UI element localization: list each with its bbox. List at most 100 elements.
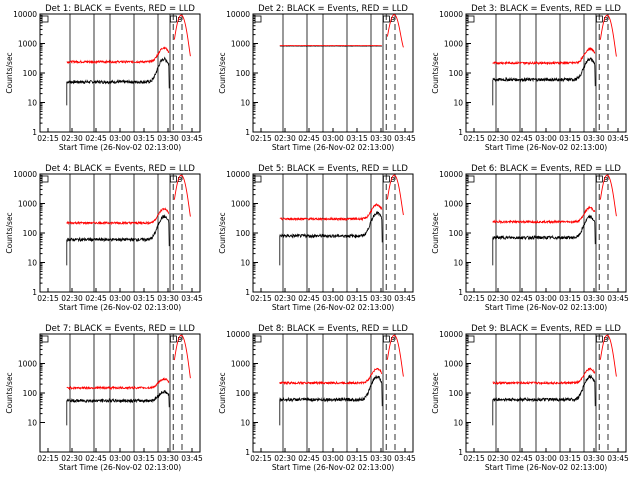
y-tick-label: 100 <box>23 389 38 398</box>
panel-det-8: Det 8: BLACK = Events, RED = LLD11010010… <box>218 324 416 472</box>
y-axis-label: Counts/sec <box>431 372 440 413</box>
x-tick-label: 02:30 <box>274 134 296 143</box>
panel-det-6: Det 6: BLACK = Events, RED = LLD11010010… <box>431 164 629 312</box>
panel-title: Det 7: BLACK = Events, RED = LLD <box>45 324 195 334</box>
panel-title: Det 9: BLACK = Events, RED = LLD <box>471 324 621 334</box>
y-tick-label: 10000 <box>439 10 463 19</box>
x-tick-label: 03:00 <box>322 134 344 143</box>
y-tick-label: 10 <box>240 259 250 268</box>
panel-title: Det 4: BLACK = Events, RED = LLD <box>45 164 195 174</box>
x-axis-label: Start Time (26-Nov-02 02:13:00) <box>59 463 181 472</box>
y-tick-label: 100 <box>236 69 251 78</box>
series-line-lld <box>280 368 382 384</box>
x-tick-label: 02:45 <box>511 454 533 463</box>
x-tick-label: 02:15 <box>37 134 59 143</box>
corner-box-marker <box>468 336 474 342</box>
panel-title: Det 8: BLACK = Events, RED = LLD <box>258 324 408 334</box>
x-tick-label: 03:30 <box>370 294 392 303</box>
y-tick-label: 10 <box>453 259 463 268</box>
y-tick-label: 10 <box>453 419 463 428</box>
y-tick-label: 10000 <box>226 10 250 19</box>
y-axis-label: Counts/sec <box>218 52 227 93</box>
x-axis-label: Start Time (26-Nov-02 02:13:00) <box>272 143 394 152</box>
series-line-events <box>67 391 169 408</box>
x-tick-label: 03:15 <box>346 134 368 143</box>
corner-box-marker <box>468 176 474 182</box>
y-axis-label: Counts/sec <box>5 52 14 93</box>
corner-box-marker <box>255 176 261 182</box>
y-axis-label: Counts/sec <box>218 212 227 253</box>
panel-title: Det 6: BLACK = Events, RED = LLD <box>471 164 621 174</box>
x-tick-label: 02:45 <box>85 134 107 143</box>
x-tick-label: 02:15 <box>250 294 272 303</box>
x-tick-label: 03:30 <box>583 294 605 303</box>
y-tick-label: 10 <box>453 99 463 108</box>
series-line-lld <box>67 47 169 63</box>
x-tick-label: 03:30 <box>583 454 605 463</box>
panel-title: Det 2: BLACK = Events, RED = LLD <box>258 4 408 14</box>
x-tick-label: 03:30 <box>370 454 392 463</box>
y-tick-label: 10 <box>240 99 250 108</box>
x-tick-label: 03:45 <box>607 454 629 463</box>
x-tick-label: 03:15 <box>559 134 581 143</box>
x-tick-label: 03:45 <box>394 294 416 303</box>
x-tick-label: 03:15 <box>133 454 155 463</box>
x-tick-label: 02:45 <box>511 134 533 143</box>
y-axis-label: Counts/sec <box>5 372 14 413</box>
series-line-lld <box>493 207 595 223</box>
x-axis-label: Start Time (26-Nov-02 02:13:00) <box>485 303 607 312</box>
y-tick-label: 10000 <box>439 170 463 179</box>
y-tick-label: 1000 <box>18 200 37 209</box>
y-tick-label: 100 <box>236 389 251 398</box>
x-tick-label: 02:30 <box>61 294 83 303</box>
x-tick-label: 03:15 <box>559 454 581 463</box>
x-tick-label: 03:45 <box>394 454 416 463</box>
x-tick-label: 03:30 <box>157 294 179 303</box>
corner-box-marker <box>42 336 48 342</box>
y-tick-label: 1000 <box>18 40 37 49</box>
x-tick-label: 02:15 <box>250 454 272 463</box>
x-tick-label: 03:00 <box>322 454 344 463</box>
x-tick-label: 02:30 <box>487 454 509 463</box>
axes-frame <box>253 14 413 132</box>
x-tick-label: 02:30 <box>61 454 83 463</box>
y-tick-label: 10000 <box>439 330 463 339</box>
x-tick-label: 03:15 <box>133 134 155 143</box>
panel-det-4: Det 4: BLACK = Events, RED = LLD11010010… <box>5 164 203 312</box>
x-axis-label: Start Time (26-Nov-02 02:13:00) <box>59 303 181 312</box>
panel-det-3: Det 3: BLACK = Events, RED = LLD11010010… <box>431 4 629 152</box>
x-tick-label: 03:15 <box>346 454 368 463</box>
corner-box-marker <box>468 16 474 22</box>
y-tick-label: 100 <box>449 69 464 78</box>
corner-box-marker <box>255 336 261 342</box>
y-tick-label: 100 <box>236 229 251 238</box>
panel-det-2: Det 2: BLACK = Events, RED = LLD11010010… <box>218 4 416 152</box>
y-tick-label: 10 <box>27 419 37 428</box>
x-tick-label: 03:30 <box>157 134 179 143</box>
x-tick-label: 03:00 <box>322 294 344 303</box>
y-tick-label: 1000 <box>231 360 250 369</box>
panel-det-1: Det 1: BLACK = Events, RED = LLD11010010… <box>5 4 203 152</box>
x-tick-label: 03:45 <box>607 134 629 143</box>
x-tick-label: 03:30 <box>583 134 605 143</box>
x-tick-label: 02:15 <box>250 134 272 143</box>
y-tick-label: 10 <box>27 99 37 108</box>
x-tick-label: 02:15 <box>463 454 485 463</box>
corner-box-marker <box>42 16 48 22</box>
series-line-events <box>280 212 382 243</box>
x-tick-label: 03:15 <box>133 294 155 303</box>
y-tick-label: 1000 <box>231 200 250 209</box>
y-tick-label: 1000 <box>18 360 37 369</box>
x-tick-label: 03:30 <box>157 454 179 463</box>
y-axis-label: Counts/sec <box>431 212 440 253</box>
panel-title: Det 1: BLACK = Events, RED = LLD <box>45 4 195 14</box>
panel-det-5: Det 5: BLACK = Events, RED = LLD11010010… <box>218 164 416 312</box>
x-tick-label: 03:15 <box>559 294 581 303</box>
x-tick-label: 02:30 <box>274 454 296 463</box>
corner-box-marker <box>255 16 261 22</box>
x-tick-label: 02:45 <box>85 294 107 303</box>
y-axis-label: Counts/sec <box>431 52 440 93</box>
x-tick-label: 02:30 <box>274 294 296 303</box>
x-tick-label: 03:00 <box>535 294 557 303</box>
